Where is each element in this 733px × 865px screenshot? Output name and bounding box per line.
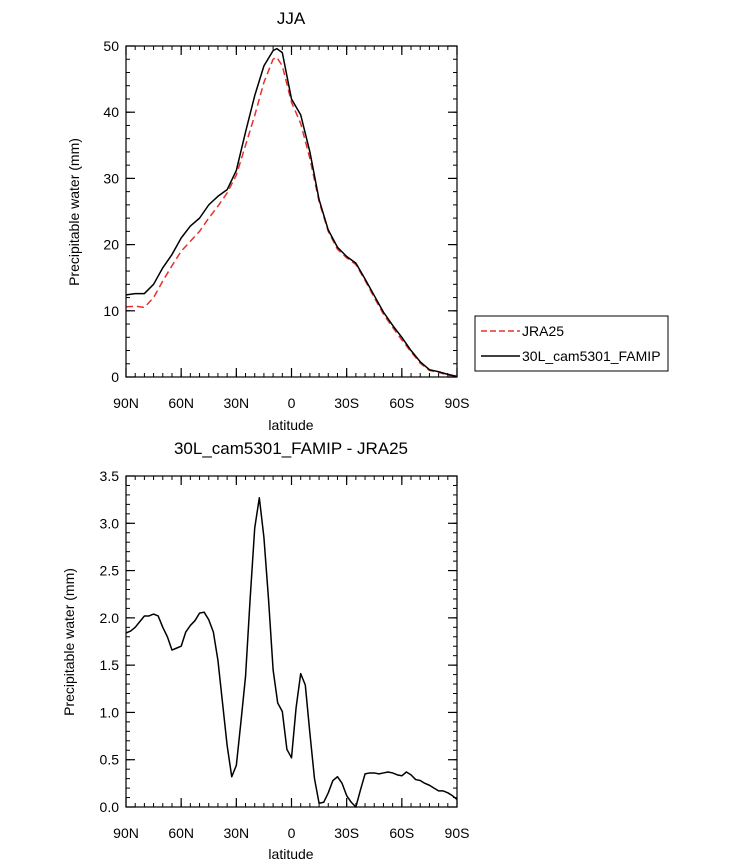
top-chart-xlabel: latitude [268,417,313,433]
top-chart-frame [125,45,458,378]
top-chart-x-tick-label: 0 [288,395,296,411]
top-chart-y-tick-label: 50 [103,38,119,54]
legend-label-cam: 30L_cam5301_FAMIP [522,348,661,364]
top-chart: JJA Precipitable water (mm) latitude 90N… [66,9,469,433]
bottom-chart-x-tick-labels: 90N 60N 30N 0 30S 60S 90S [113,825,469,841]
top-chart-y-tick-label: 40 [103,104,119,120]
top-chart-x-tick-label: 90S [445,395,470,411]
top-chart-x-tick-label: 60N [168,395,194,411]
bottom-chart-y-tick-label: 3.5 [100,468,120,484]
top-chart-y-tick-label: 10 [103,303,119,319]
top-chart-y-tick-label: 20 [103,237,119,253]
legend: JRA25 30L_cam5301_FAMIP [474,315,669,372]
legend-box [474,315,669,372]
top-chart-y-tick-label: 30 [103,170,119,186]
bottom-chart-y-tick-labels: 0.0 0.5 1.0 1.5 2.0 2.5 3.0 3.5 [100,468,120,815]
top-chart-x-tick-label: 60S [389,395,414,411]
top-chart-title: JJA [277,9,306,28]
top-chart-x-tick-label: 30S [334,395,359,411]
bottom-chart-x-tick-label: 90N [113,825,139,841]
bottom-chart-x-tick-label: 90S [445,825,470,841]
bottom-chart-ylabel: Precipitable water (mm) [61,568,77,716]
top-chart-series [125,47,458,378]
bottom-chart-ticks [125,475,458,808]
bottom-chart-x-tick-label: 60N [168,825,194,841]
bottom-chart-y-tick-label: 3.0 [100,515,120,531]
bottom-chart-series [125,497,458,808]
top-chart-series-line-0 [125,56,458,378]
bottom-chart-y-tick-label: 1.0 [100,704,120,720]
top-chart-series-line-1 [125,47,458,378]
top-chart-y-tick-label: 0 [111,369,119,385]
bottom-chart-y-tick-label: 0.5 [100,752,120,768]
top-chart-x-tick-label: 30N [223,395,249,411]
bottom-chart-xlabel: latitude [268,846,313,862]
bottom-chart-x-tick-label: 30N [223,825,249,841]
bottom-chart-x-tick-label: 60S [389,825,414,841]
bottom-chart-y-tick-label: 2.5 [100,563,120,579]
bottom-chart-y-tick-label: 2.0 [100,610,120,626]
top-chart-y-tick-labels: 0 10 20 30 40 50 [103,38,119,385]
bottom-chart-x-tick-label: 0 [288,825,296,841]
top-chart-x-tick-label: 90N [113,395,139,411]
bottom-chart-x-tick-label: 30S [334,825,359,841]
legend-label-jra25: JRA25 [522,323,564,339]
bottom-chart-y-tick-label: 1.5 [100,657,120,673]
bottom-chart-series-line-0 [125,497,458,808]
bottom-chart: 30L_cam5301_FAMIP - JRA25 Precipitable w… [61,439,469,862]
bottom-chart-title: 30L_cam5301_FAMIP - JRA25 [174,439,408,458]
top-chart-x-tick-labels: 90N 60N 30N 0 30S 60S 90S [113,395,469,411]
bottom-chart-y-tick-label: 0.0 [100,799,120,815]
bottom-chart-frame [125,475,458,808]
top-chart-ylabel: Precipitable water (mm) [66,138,82,286]
